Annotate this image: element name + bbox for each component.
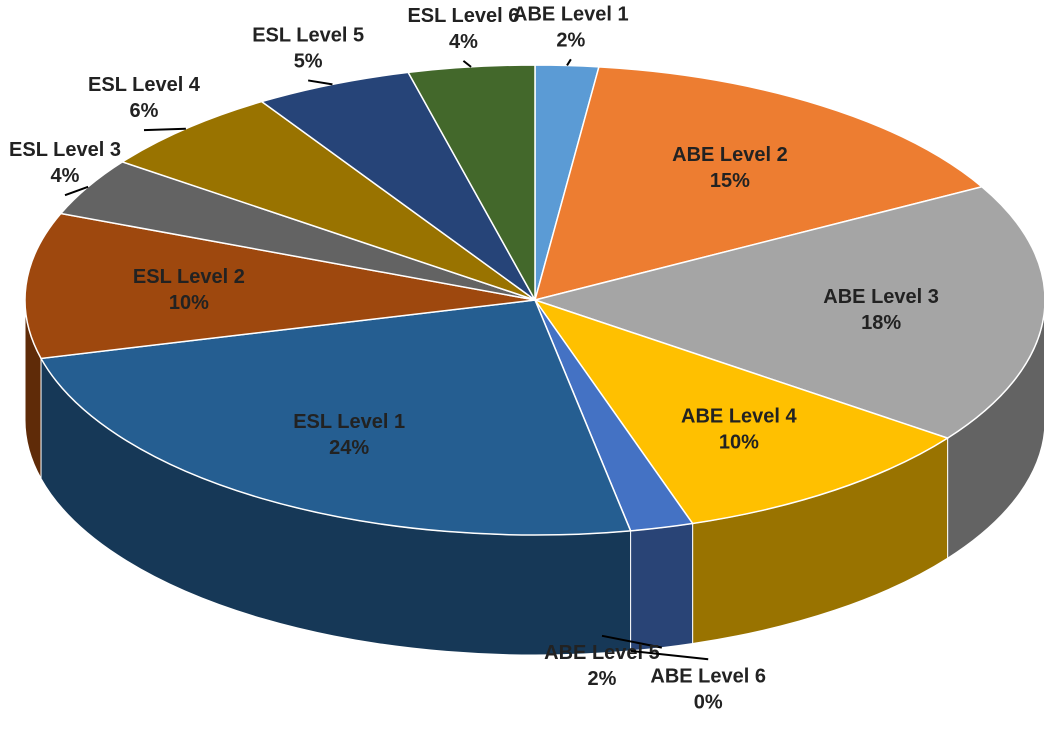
data-label: ABE Level 5 2%	[544, 642, 660, 690]
data-label: ABE Level 6 0%	[650, 666, 766, 714]
value-label: 4%	[449, 31, 478, 53]
category-label: ABE Level 2	[672, 144, 788, 166]
leader-line	[566, 58, 572, 66]
data-label: ESL Level 6 4%	[407, 5, 519, 53]
value-label: 5%	[294, 51, 323, 73]
data-label: ESL Level 2 10%	[133, 266, 245, 314]
data-label: ABE Level 1 2%	[513, 4, 629, 52]
leader-line	[64, 185, 89, 197]
value-label: 24%	[329, 437, 369, 459]
category-label: ABE Level 1	[513, 4, 629, 26]
value-label: 4%	[51, 165, 80, 187]
data-label: ESL Level 5 5%	[252, 25, 364, 73]
leader-line	[601, 634, 663, 649]
category-label: ABE Level 4	[681, 406, 797, 428]
category-label: ESL Level 4	[88, 74, 201, 96]
slice	[39, 299, 632, 536]
slice	[406, 64, 536, 303]
leader-line	[307, 79, 333, 86]
data-label: ABE Level 4 10%	[681, 406, 797, 454]
category-label: ABE Level 6	[650, 666, 766, 688]
category-label: ESL Level 1	[293, 411, 405, 433]
category-label: ESL Level 2	[133, 266, 245, 288]
value-label: 2%	[556, 30, 585, 52]
slice	[533, 66, 984, 302]
data-label: ABE Level 3 18%	[823, 286, 939, 334]
value-label: 0%	[694, 692, 723, 714]
value-label: 2%	[588, 668, 617, 690]
value-label: 18%	[861, 312, 901, 334]
leader-line	[462, 60, 472, 68]
slice	[533, 298, 950, 525]
category-label: ESL Level 5	[252, 25, 364, 47]
category-label: ESL Level 6	[407, 5, 519, 27]
value-label: 6%	[130, 100, 159, 122]
leader-line	[630, 649, 709, 661]
category-label: ESL Level 3	[9, 139, 121, 161]
value-label: 10%	[719, 432, 759, 454]
data-label: ESL Level 1 24%	[293, 411, 405, 459]
slice	[24, 212, 536, 360]
category-label: ABE Level 5	[544, 642, 660, 664]
slice-side	[630, 522, 694, 652]
slice	[120, 100, 536, 301]
leader-line	[143, 127, 186, 132]
category-label: ABE Level 3	[823, 286, 939, 308]
value-label: 15%	[710, 170, 750, 192]
data-label: ESL Level 4 6%	[88, 74, 201, 122]
data-label: ESL Level 3 4%	[9, 139, 121, 187]
slice	[260, 71, 536, 301]
data-label: ABE Level 2 15%	[672, 144, 788, 192]
value-label: 10%	[169, 292, 209, 314]
